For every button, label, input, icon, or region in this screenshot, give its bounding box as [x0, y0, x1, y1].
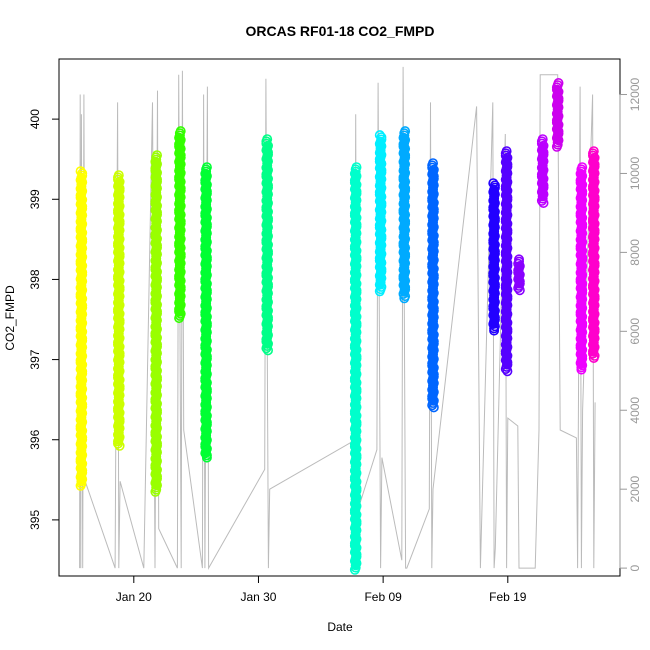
y-tick-label-left: 399 — [28, 189, 42, 209]
data-point-cluster — [489, 186, 499, 329]
data-point-cluster — [576, 170, 586, 369]
x-tick-label: Feb 09 — [364, 590, 402, 604]
y-axis-label: CO2_FMPD — [3, 285, 17, 351]
data-point — [77, 371, 86, 380]
data-point-cluster — [262, 142, 272, 349]
series-rf14 — [536, 134, 549, 209]
data-point — [77, 331, 86, 340]
y-tick-label-left: 397 — [28, 349, 42, 369]
series-rf10 — [427, 158, 439, 413]
chart-title: ORCAS RF01-18 CO2_FMPD — [245, 23, 434, 39]
y-tick-label-right: 8000 — [628, 239, 642, 266]
y-tick-label-right: 12000 — [628, 78, 642, 112]
y-axis-left: 395 396 397 398 399 400 — [28, 109, 60, 530]
data-point — [201, 395, 211, 404]
data-point-cluster — [114, 178, 124, 445]
data-point — [151, 467, 161, 476]
data-point — [351, 475, 360, 484]
data-point — [263, 339, 272, 348]
y-tick-label-right: 2000 — [628, 476, 642, 503]
data-point-cluster — [553, 86, 563, 145]
series-rf06 — [261, 134, 273, 356]
x-tick-label: Feb 19 — [489, 590, 527, 604]
series-rf15 — [551, 78, 564, 152]
series-rf11 — [488, 178, 500, 336]
series-rf09 — [398, 126, 411, 304]
data-point-cluster — [376, 138, 386, 289]
data-point — [151, 435, 161, 444]
series-rf03 — [150, 150, 163, 497]
series-rf05 — [200, 162, 212, 463]
series-rf07 — [349, 162, 362, 575]
data-point-cluster — [502, 154, 512, 369]
x-axis-label: Date — [327, 620, 353, 634]
data-point — [201, 411, 211, 420]
data-point — [351, 523, 360, 533]
data-point — [351, 419, 360, 428]
data-point-cluster — [175, 134, 185, 317]
series-rf17 — [587, 146, 600, 363]
plot-area — [75, 66, 600, 575]
data-point — [400, 267, 409, 276]
data-point — [114, 435, 124, 444]
y-tick-label-left: 398 — [28, 269, 42, 289]
y-tick-label-left: 396 — [28, 429, 42, 449]
y-tick-label-left: 395 — [28, 510, 42, 530]
data-point — [151, 403, 161, 412]
data-point-cluster — [538, 142, 548, 201]
data-point — [77, 467, 86, 476]
data-point — [201, 431, 211, 440]
data-point-cluster — [76, 174, 86, 485]
data-point — [77, 475, 86, 484]
data-point — [77, 403, 86, 412]
data-point-cluster — [514, 262, 524, 289]
altitude-trace-layer — [79, 66, 596, 570]
series-rf16 — [575, 162, 588, 375]
y-tick-label-right: 0 — [628, 564, 642, 571]
series-rf02 — [113, 170, 125, 451]
series-rf01 — [75, 166, 88, 491]
y-tick-label-right: 10000 — [628, 156, 642, 190]
data-point-cluster — [399, 134, 409, 297]
data-point — [351, 395, 360, 404]
series-rf08 — [374, 130, 387, 297]
y-tick-label-left: 400 — [28, 109, 42, 129]
data-point — [151, 315, 161, 324]
data-point-cluster — [589, 154, 599, 357]
data-point — [77, 435, 86, 444]
series-rf12 — [500, 146, 513, 377]
data-point — [151, 479, 161, 488]
altitude-trace-line — [79, 66, 596, 570]
co2-points-layer — [75, 78, 600, 575]
x-tick-label: Jan 30 — [240, 590, 276, 604]
y-tick-label-right: 6000 — [628, 318, 642, 345]
data-point-cluster — [428, 166, 438, 405]
data-point — [201, 383, 211, 392]
series-rf04 — [174, 126, 186, 324]
data-point — [351, 495, 360, 505]
data-point — [201, 451, 211, 460]
series-rf13 — [513, 254, 525, 296]
data-point-cluster — [351, 170, 361, 569]
x-axis: Jan 20 Jan 30 Feb 09 Feb 19 — [116, 575, 527, 604]
x-tick-label: Jan 20 — [116, 590, 152, 604]
y-axis-right: 0 2000 4000 6000 8000 10000 12000 — [619, 78, 642, 571]
y-tick-label-right: 4000 — [628, 397, 642, 424]
data-point — [151, 371, 161, 380]
data-point — [151, 347, 161, 356]
